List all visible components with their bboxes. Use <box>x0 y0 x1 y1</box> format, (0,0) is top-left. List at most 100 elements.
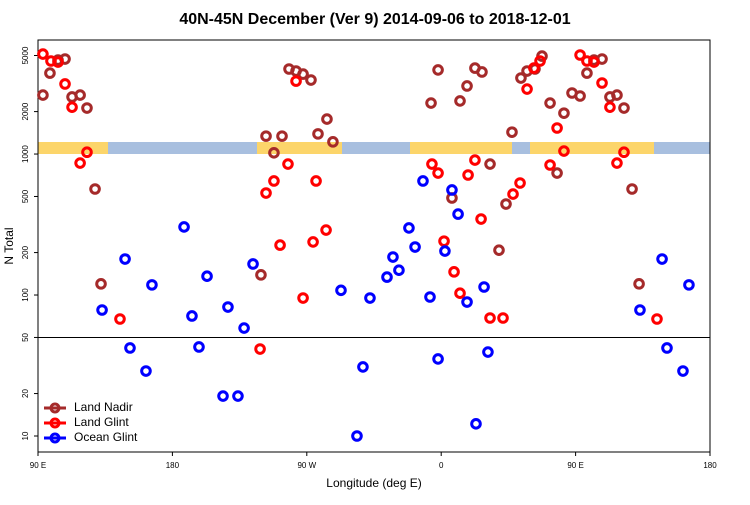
point <box>424 291 436 303</box>
point <box>59 78 71 90</box>
point <box>626 183 638 195</box>
x-tick-label: 0 <box>439 461 444 470</box>
point <box>446 184 458 196</box>
point <box>66 101 78 113</box>
point <box>305 74 317 86</box>
point <box>476 66 488 78</box>
legend-swatch-marker <box>49 402 61 414</box>
point <box>558 145 570 157</box>
point <box>297 292 309 304</box>
y-tick-label: 20 <box>21 389 30 398</box>
point <box>484 158 496 170</box>
point <box>96 304 108 316</box>
y-tick-label: 5000 <box>21 46 30 64</box>
point <box>254 343 266 355</box>
point <box>247 258 259 270</box>
point <box>89 183 101 195</box>
legend-swatch-marker <box>49 432 61 444</box>
point <box>514 177 526 189</box>
point <box>551 122 563 134</box>
point <box>448 266 460 278</box>
point <box>119 253 131 265</box>
x-tick-label: 180 <box>166 461 180 470</box>
point <box>482 346 494 358</box>
point <box>432 353 444 365</box>
x-tick-label: 90 W <box>297 461 316 470</box>
land-strip <box>410 142 512 154</box>
point <box>387 251 399 263</box>
point <box>470 418 482 430</box>
x-tick-label: 180 <box>703 461 717 470</box>
point <box>439 245 451 257</box>
point <box>452 208 464 220</box>
point <box>290 75 302 87</box>
point <box>634 304 646 316</box>
point <box>37 89 49 101</box>
point <box>618 146 630 159</box>
point <box>393 264 405 276</box>
point <box>426 158 438 170</box>
point <box>469 154 481 166</box>
point <box>320 224 332 236</box>
point <box>497 312 509 324</box>
y-tick-label: 100 <box>21 288 30 302</box>
point <box>52 56 64 68</box>
point <box>381 271 393 283</box>
point <box>544 97 556 109</box>
point <box>335 284 347 297</box>
point <box>238 322 250 334</box>
point <box>551 167 563 179</box>
legend-swatch-marker <box>49 417 61 429</box>
point <box>438 235 450 247</box>
point <box>534 55 546 67</box>
point <box>81 102 93 114</box>
point <box>186 310 198 322</box>
chart-title: 40N-45N December (Ver 9) 2014-09-06 to 2… <box>179 11 570 28</box>
point <box>364 292 376 304</box>
point <box>683 279 695 291</box>
point <box>81 146 93 159</box>
point <box>558 107 570 119</box>
point <box>178 221 190 233</box>
land-strip <box>38 142 108 154</box>
point <box>297 68 309 80</box>
point <box>124 342 136 354</box>
legend-label: Land Glint <box>74 415 129 429</box>
point <box>677 365 689 377</box>
x-tick-label: 90 E <box>30 461 46 470</box>
point <box>461 80 473 92</box>
point <box>260 187 272 199</box>
point <box>515 72 527 84</box>
y-tick-label: 2000 <box>21 102 30 120</box>
point <box>432 64 444 76</box>
point <box>528 62 540 74</box>
point <box>260 130 272 142</box>
point <box>140 365 152 377</box>
point <box>114 313 126 325</box>
point <box>268 175 280 187</box>
point <box>574 90 586 102</box>
point <box>478 281 490 293</box>
y-tick-label: 200 <box>21 245 30 259</box>
point <box>417 175 429 187</box>
point <box>274 239 286 251</box>
point <box>321 113 333 125</box>
y-tick-label: 500 <box>21 189 30 203</box>
point <box>596 77 608 89</box>
point <box>588 56 600 68</box>
land-ocean-band <box>38 142 710 154</box>
point <box>611 89 623 101</box>
point <box>95 278 107 290</box>
point <box>357 361 369 373</box>
point <box>544 159 556 171</box>
point <box>484 312 496 324</box>
point <box>461 296 473 308</box>
point <box>409 241 421 253</box>
legend-label: Land Nadir <box>74 400 133 414</box>
point <box>618 102 630 114</box>
point <box>432 167 444 179</box>
point <box>574 49 586 61</box>
y-tick-label: 50 <box>21 332 30 341</box>
point <box>507 188 519 200</box>
plot-frame <box>37 39 711 453</box>
